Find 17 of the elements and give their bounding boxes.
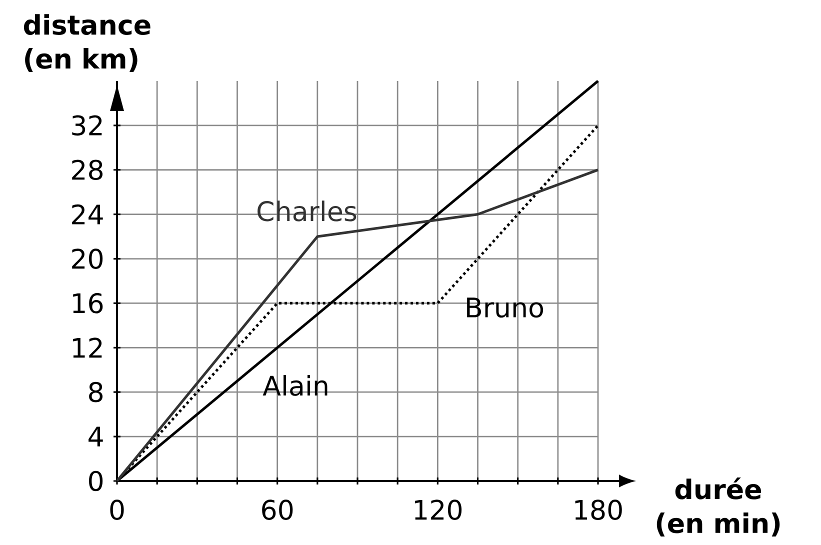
y-tick-label: 16	[73, 292, 103, 314]
y-tick-label: 0	[89, 470, 103, 491]
y-tick-label: 20	[72, 248, 103, 269]
x-tick-label: 120	[414, 499, 462, 520]
y-tick-label: 4	[88, 426, 103, 446]
series-label: Alain	[262, 374, 328, 396]
y-tick-label: 24	[72, 204, 103, 224]
y-axis-title: distance (en km)	[24, 14, 150, 72]
y-tick-label: 8	[89, 382, 103, 402]
x-tick-label: 180	[575, 499, 622, 520]
y-tick-label: 32	[72, 115, 102, 136]
y-tick-label: 28	[72, 160, 103, 180]
x-tick-label: 0	[110, 499, 124, 520]
x-axis-title: durée (en min)	[656, 477, 780, 536]
y-tick-label: 12	[73, 337, 102, 358]
series-label: Bruno	[467, 297, 544, 318]
x-tick-label: 60	[262, 499, 293, 520]
